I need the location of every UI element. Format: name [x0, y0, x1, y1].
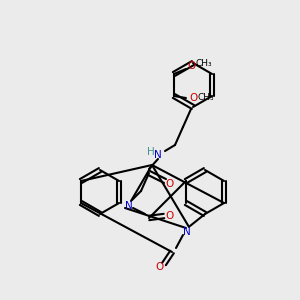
Text: N: N [125, 201, 133, 211]
Text: O: O [188, 61, 196, 71]
Text: O: O [166, 179, 174, 189]
Text: N: N [154, 150, 162, 160]
Text: O: O [155, 262, 163, 272]
Text: CH₃: CH₃ [196, 59, 212, 68]
Text: O: O [165, 211, 173, 221]
Text: H: H [147, 147, 155, 157]
Text: O: O [190, 93, 198, 103]
Text: CH₃: CH₃ [198, 94, 214, 103]
Text: N: N [183, 227, 191, 237]
